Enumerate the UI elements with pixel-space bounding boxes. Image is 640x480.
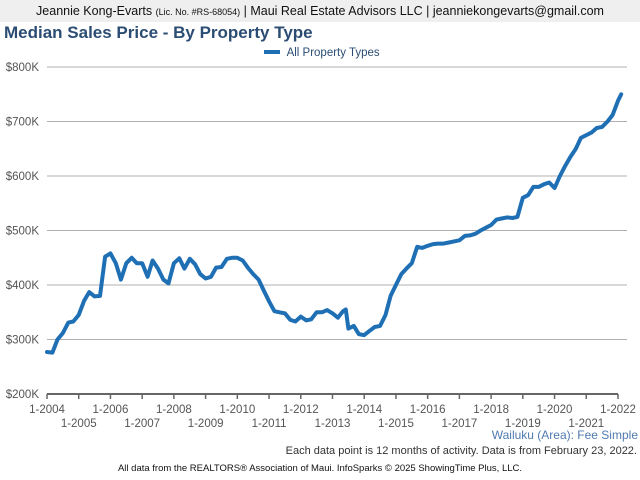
y-axis-labels: $200K $300K $400K $500K $600K $700K $800K <box>6 62 40 401</box>
x-tick-label: 1-2016 <box>410 404 446 416</box>
x-tick-label: 1-2022 <box>600 404 636 416</box>
y-tick-label: $300K <box>6 335 40 347</box>
legend: All Property Types <box>264 47 380 59</box>
y-tick-label: $200K <box>6 389 40 401</box>
x-tick-label: 1-2018 <box>473 404 509 416</box>
chart-title: Median Sales Price - By Property Type <box>4 23 313 42</box>
x-tick-label: 1-2005 <box>61 418 97 430</box>
x-tick-label: 1-2009 <box>188 418 224 430</box>
agent-name: Jeannie Kong-Evarts <box>36 4 153 18</box>
x-tick-label: 1-2006 <box>93 404 129 416</box>
area-label: Wailuku (Area): Fee Simple <box>491 428 638 442</box>
y-tick-label: $500K <box>6 226 40 238</box>
y-tick-label: $600K <box>6 171 40 183</box>
x-tick-label: 1-2008 <box>156 404 192 416</box>
x-tick-label: 1-2015 <box>378 418 414 430</box>
y-tick-label: $400K <box>6 280 40 292</box>
chart-svg: $200K $300K $400K $500K $600K $700K $800K 1-20… <box>6 62 636 430</box>
x-tick-label: 1-2017 <box>441 418 477 430</box>
x-tick-label: 1-2007 <box>124 418 160 430</box>
x-axis: 1-2004 1-2005 1-2006 1-2007 1-2008 1-2009 1-20… <box>29 393 636 430</box>
x-tick-label: 1-2014 <box>346 404 382 416</box>
series-layer <box>45 92 624 355</box>
x-tick-label: 1-2004 <box>29 404 65 416</box>
x-tick-label: 1-2012 <box>283 404 319 416</box>
x-tick-label: 1-2021 <box>568 418 604 430</box>
x-tick-label: 1-2020 <box>537 404 573 416</box>
legend-label: All Property Types <box>286 47 380 59</box>
x-tick-label: 1-2010 <box>219 404 255 416</box>
x-tick-label: 1-2011 <box>252 418 287 430</box>
y-tick-label: $800K <box>6 62 40 74</box>
agent-banner: Jeannie Kong-Evarts (Lic. No. #RS-68054)… <box>0 0 640 22</box>
gridlines <box>47 66 627 340</box>
legend-swatch <box>264 49 280 54</box>
data-source: All data from the REALTORS® Association … <box>117 463 523 474</box>
x-tick-label: 1-2019 <box>505 418 541 430</box>
data-note: Each data point is 12 months of activity… <box>285 445 637 457</box>
agent-contact: | Maui Real Estate Advisors LLC | jeanni… <box>243 4 604 18</box>
license-number: (Lic. No. #RS-68054) <box>155 7 241 17</box>
series-line-all-property-types <box>45 92 624 355</box>
x-tick-label: 1-2013 <box>315 418 351 430</box>
y-tick-label: $700K <box>6 117 40 129</box>
